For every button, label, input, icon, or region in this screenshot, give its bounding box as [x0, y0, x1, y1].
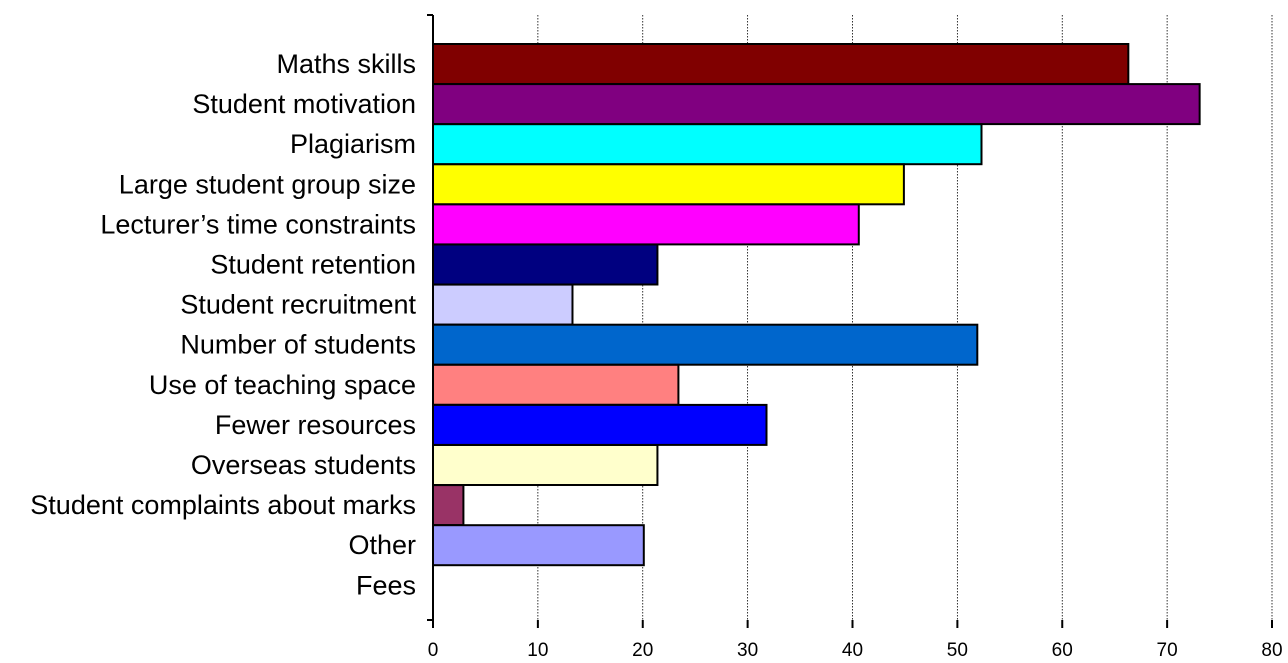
category-label: Use of teaching space	[149, 370, 416, 400]
bar-4	[432, 163, 905, 206]
category-label: Student motivation	[192, 89, 416, 119]
x-tick-label-30: 30	[737, 640, 758, 661]
bar-3	[432, 123, 983, 166]
bars	[432, 43, 1201, 567]
category-label: Large student group size	[119, 169, 416, 199]
bar-5	[432, 203, 860, 246]
bar-9	[432, 363, 680, 406]
x-tick-label-10: 10	[527, 640, 548, 661]
category-label: Student retention	[210, 250, 416, 280]
x-tick-labels: 0 10 20 30 40 50 60 70 80	[428, 640, 1283, 661]
category-label: Student recruitment	[180, 290, 416, 320]
category-label: Plagiarism	[290, 129, 416, 159]
x-tick-label-20: 20	[632, 640, 653, 661]
bar-7	[432, 283, 574, 326]
bar-11	[432, 444, 659, 486]
category-label: Number of students	[180, 330, 416, 360]
axes	[427, 14, 1273, 628]
bar-12	[432, 484, 465, 527]
x-tick-label-50: 50	[947, 640, 968, 661]
bar-6	[432, 243, 659, 286]
gridlines	[537, 15, 1273, 620]
bar-1	[432, 43, 1130, 85]
x-tick-label-70: 70	[1157, 640, 1178, 661]
x-tick-label-60: 60	[1052, 640, 1073, 661]
bar-2	[432, 83, 1201, 126]
x-tick-label-40: 40	[842, 640, 863, 661]
bar-8	[432, 323, 979, 366]
x-tick-label-80: 80	[1261, 640, 1282, 661]
x-tick-label-0: 0	[428, 640, 439, 661]
category-label: Fees	[356, 570, 416, 600]
category-labels: Maths skills Student motivation Plagiarism…	[30, 49, 416, 600]
category-label: Fewer resources	[215, 410, 416, 440]
category-label: Maths skills	[276, 49, 416, 79]
category-label: Lecturer’s time constraints	[100, 209, 416, 239]
category-label: Overseas students	[191, 450, 416, 480]
bar-13	[432, 524, 645, 567]
bar-10	[432, 403, 768, 446]
category-label: Student complaints about marks	[30, 490, 416, 520]
category-label: Other	[348, 530, 416, 560]
